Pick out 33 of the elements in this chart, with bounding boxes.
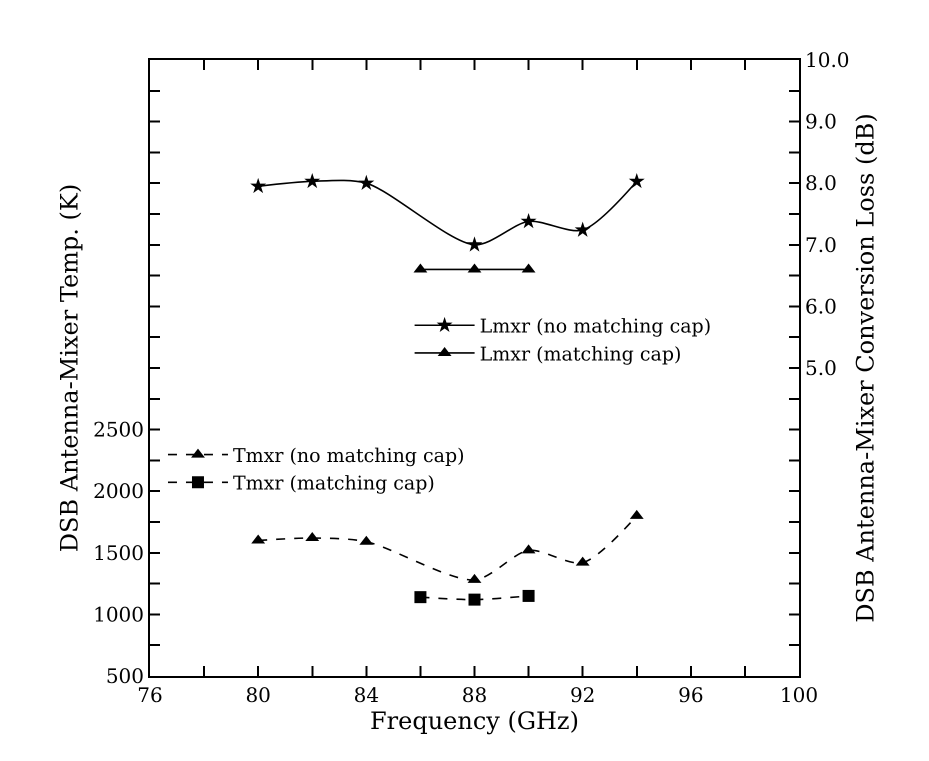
y2-axis-title: DSB Antenna-Mixer Conversion Loss (dB) [851, 113, 880, 623]
legend-label: Tmxr (matching cap) [232, 472, 435, 495]
y2-tick-label: 5.0 [805, 356, 837, 380]
y2-tick-label: 6.0 [805, 294, 837, 318]
x-tick-label: 80 [245, 683, 271, 707]
x-tick-label: 92 [570, 683, 596, 707]
point [414, 591, 426, 604]
point [358, 174, 374, 190]
point [628, 172, 645, 188]
legend-label: Lmxr (matching cap) [480, 343, 682, 366]
y2-tick-label: 10.0 [805, 48, 850, 72]
x-tick-label: 96 [678, 683, 704, 707]
point [520, 212, 537, 228]
point [468, 594, 480, 606]
point [304, 172, 320, 188]
x-tick-label: 100 [780, 683, 818, 707]
y2-tick-label: 9.0 [805, 110, 837, 134]
y2-tick-label: 7.0 [805, 232, 837, 257]
legend-label: Lmxr (no matching cap) [480, 316, 712, 338]
x-tick-label: 88 [462, 683, 488, 707]
legend-label: Tmxr (no matching cap) [232, 445, 465, 468]
point [574, 222, 591, 237]
point [466, 236, 482, 252]
y2-tick-label: 8.0 [805, 171, 837, 196]
y-tick-label: 2000 [93, 479, 144, 504]
y-axis-title: DSB Antenna-Mixer Temp. (K) [56, 184, 84, 552]
y-tick-label: 1500 [93, 540, 144, 565]
x-tick-label: 84 [354, 683, 380, 707]
y-tick-label: 1000 [93, 602, 144, 626]
point [250, 178, 266, 194]
x-axis-title: Frequency (GHz) [370, 707, 579, 735]
y-tick-label: 2500 [93, 418, 144, 442]
point [522, 590, 535, 602]
